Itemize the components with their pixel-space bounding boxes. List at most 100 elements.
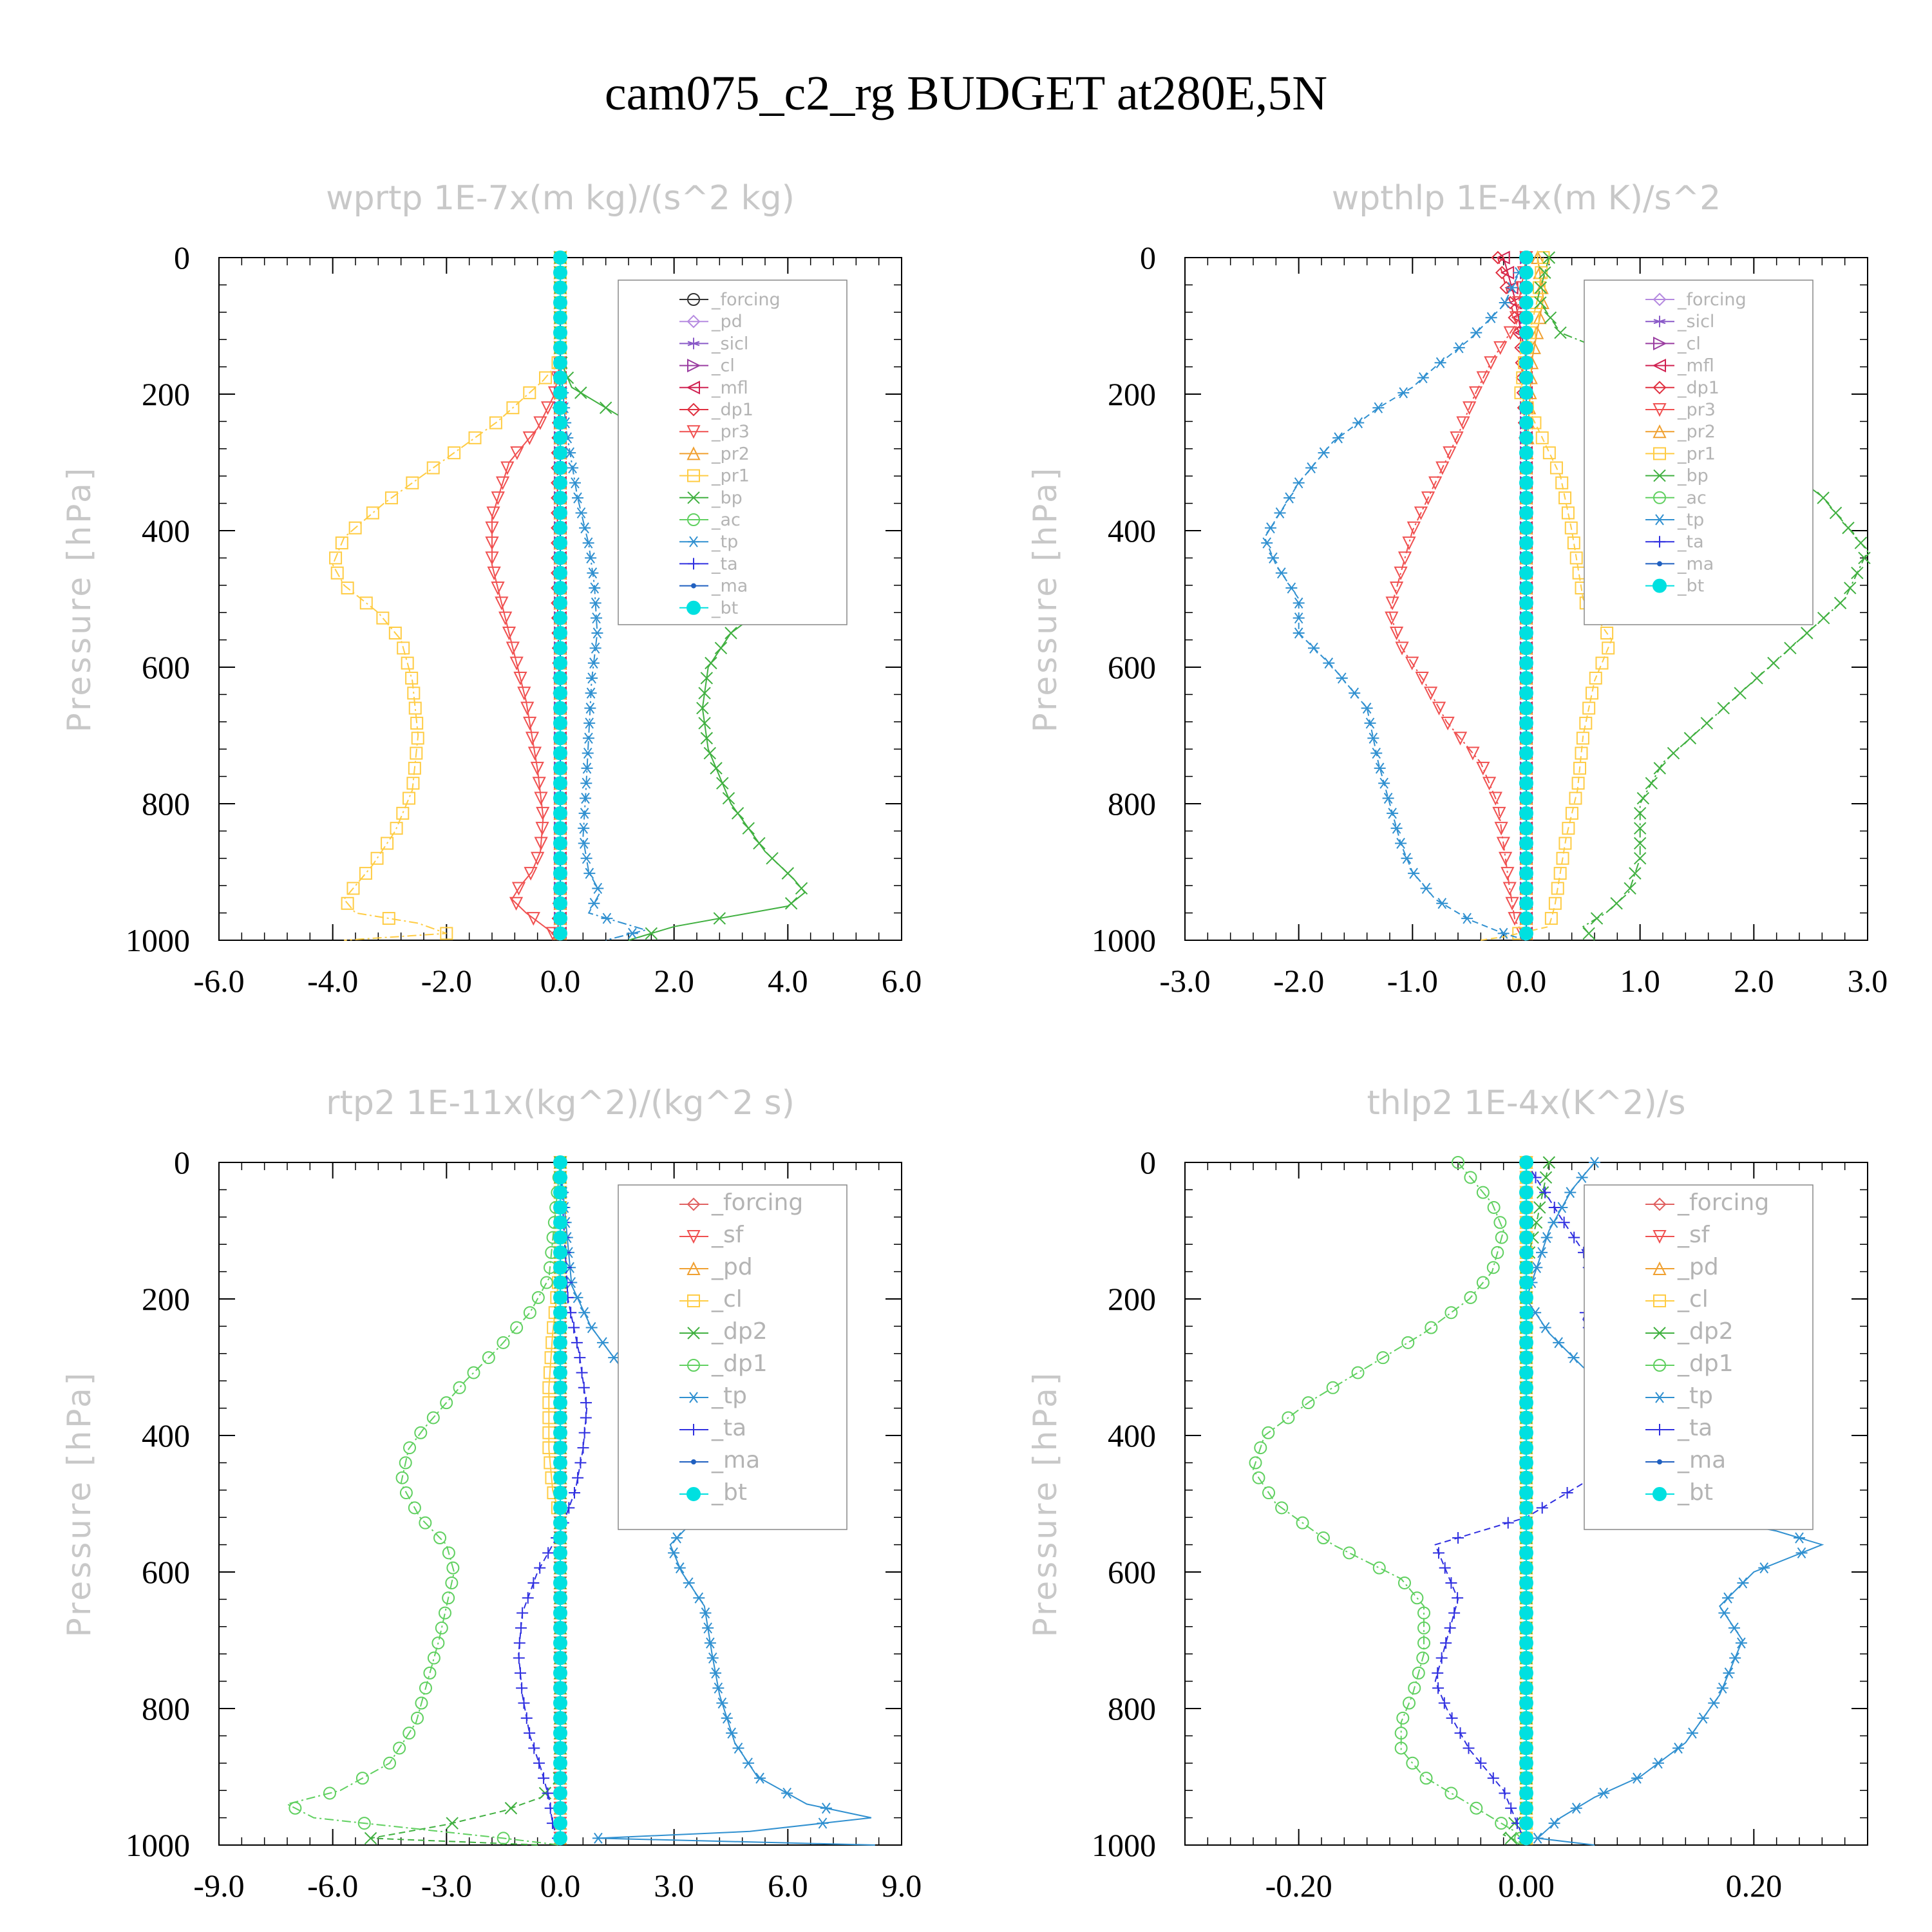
data-point xyxy=(1296,1516,1309,1530)
data-point xyxy=(1505,896,1519,911)
data-point xyxy=(1519,385,1533,400)
data-point xyxy=(553,565,567,580)
data-point xyxy=(592,1832,604,1844)
data-point xyxy=(553,1350,567,1365)
data-point xyxy=(578,1426,591,1439)
data-point xyxy=(553,731,567,746)
x-tick-label: -1.0 xyxy=(1387,963,1438,999)
data-point xyxy=(1267,552,1279,564)
data-point xyxy=(724,627,737,639)
x-tick-label: -2.0 xyxy=(421,963,472,999)
series-line xyxy=(518,1162,588,1846)
legend-entry: _sicl xyxy=(1677,312,1714,332)
data-point xyxy=(1519,1155,1533,1170)
data-point xyxy=(491,491,505,506)
data-point xyxy=(1401,853,1413,864)
data-point xyxy=(1539,1186,1551,1198)
data-point xyxy=(1519,265,1533,280)
y-tick-label: 600 xyxy=(1108,649,1156,685)
data-point xyxy=(395,1471,409,1484)
y-axis-label: Pressure [hPa] xyxy=(1027,1370,1064,1638)
data-point xyxy=(1536,1502,1548,1514)
data-point xyxy=(1487,1772,1499,1785)
data-point xyxy=(710,1667,722,1679)
data-point xyxy=(553,1605,567,1620)
data-point xyxy=(376,611,390,625)
data-point xyxy=(1534,281,1548,294)
data-point xyxy=(587,567,599,579)
data-point xyxy=(335,536,348,550)
data-point xyxy=(571,1336,583,1349)
data-point xyxy=(1519,1290,1533,1305)
x-tick-label: -6.0 xyxy=(307,1868,358,1904)
legend-entry: _ta xyxy=(1677,532,1704,552)
x-tick-label: 6.0 xyxy=(768,1868,808,1904)
data-point xyxy=(1464,1291,1477,1304)
data-point xyxy=(1567,536,1580,550)
data-point xyxy=(1456,416,1470,430)
data-point xyxy=(1403,1696,1416,1710)
data-point xyxy=(1435,1652,1448,1664)
data-point xyxy=(497,1336,510,1349)
series-bt xyxy=(1519,1155,1533,1846)
data-point xyxy=(534,791,548,806)
data-point xyxy=(1631,1772,1643,1784)
data-point xyxy=(1452,1156,1464,1169)
data-point xyxy=(1323,658,1335,669)
data-point xyxy=(1519,1710,1533,1725)
data-point xyxy=(1854,536,1868,549)
data-point xyxy=(553,1620,567,1635)
data-point xyxy=(1570,1803,1582,1814)
data-point xyxy=(1412,1666,1425,1680)
data-point xyxy=(1519,370,1533,385)
data-point xyxy=(553,340,567,355)
series-tp xyxy=(554,252,649,941)
data-point xyxy=(714,641,728,655)
data-point xyxy=(587,658,600,669)
data-point xyxy=(453,1381,466,1394)
data-point xyxy=(1652,1757,1664,1769)
data-point xyxy=(408,701,422,715)
data-point xyxy=(1519,926,1533,941)
legend-marker xyxy=(1653,469,1666,482)
data-point xyxy=(1519,251,1533,265)
data-point xyxy=(1829,506,1842,520)
data-point xyxy=(1737,1577,1749,1589)
data-point xyxy=(553,791,567,806)
data-point xyxy=(523,1306,536,1320)
data-point xyxy=(574,1457,587,1469)
panel-title: thlp2 1E-4x(K^2)/s xyxy=(1367,1084,1686,1122)
x-tick-label: 0.20 xyxy=(1726,1868,1783,1904)
data-point xyxy=(1410,1591,1424,1605)
data-point xyxy=(1499,297,1511,308)
data-point xyxy=(1428,476,1443,491)
data-point xyxy=(1590,912,1604,925)
data-point xyxy=(1441,716,1455,731)
data-point xyxy=(553,1501,567,1515)
data-point xyxy=(567,462,579,474)
data-point xyxy=(1562,822,1575,835)
data-point xyxy=(1425,1321,1438,1334)
legend-entry: _forcing xyxy=(1677,290,1747,310)
data-point xyxy=(699,1607,712,1619)
data-point xyxy=(485,536,499,551)
data-point xyxy=(592,882,604,895)
data-point xyxy=(553,1486,567,1501)
data-point xyxy=(578,808,591,819)
y-tick-label: 200 xyxy=(1108,1281,1156,1317)
data-point xyxy=(1519,896,1533,911)
data-point xyxy=(553,761,567,775)
data-point xyxy=(435,1621,448,1634)
legend-marker xyxy=(1657,561,1662,567)
data-point xyxy=(433,1531,447,1544)
data-point xyxy=(1405,656,1419,670)
data-point xyxy=(742,822,755,835)
legend-entry: _ac xyxy=(1677,488,1707,508)
data-point xyxy=(1387,808,1399,819)
data-point xyxy=(579,792,591,804)
legend-marker xyxy=(1653,1294,1666,1307)
data-point xyxy=(1519,866,1533,881)
data-point xyxy=(1544,912,1558,925)
data-point xyxy=(1549,461,1563,475)
